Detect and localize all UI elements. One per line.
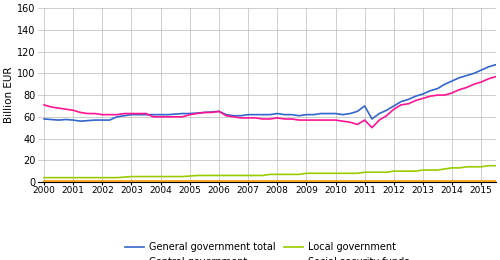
Local government [41, 176, 47, 179]
Social security funds [194, 179, 200, 183]
Line: General government total: General government total [44, 38, 500, 121]
Social security funds [267, 179, 273, 183]
Social security funds [456, 179, 462, 183]
Local government [456, 166, 462, 170]
Local government [180, 175, 186, 178]
Central government [274, 116, 280, 119]
Social security funds [180, 179, 186, 183]
Social security funds [274, 179, 280, 183]
General government total [202, 111, 207, 114]
Local government [194, 174, 200, 177]
Y-axis label: Billion EUR: Billion EUR [4, 67, 14, 123]
General government total [376, 112, 382, 115]
General government total [282, 113, 288, 116]
General government total [41, 118, 47, 121]
Central government [369, 126, 375, 129]
Central government [194, 112, 200, 115]
General government total [274, 112, 280, 115]
Legend: General government total, Central government, Local government, Social security : General government total, Central govern… [125, 243, 409, 260]
Line: Social security funds: Social security funds [44, 180, 500, 181]
Central government [464, 86, 469, 89]
Central government [180, 115, 186, 118]
General government total [464, 74, 469, 77]
Local government [274, 173, 280, 176]
Social security funds [41, 179, 47, 183]
Central government [41, 103, 47, 106]
General government total [78, 120, 84, 123]
Central government [267, 118, 273, 121]
Local government [267, 173, 273, 176]
Line: Local government: Local government [44, 161, 500, 178]
Social security funds [369, 179, 375, 183]
Local government [369, 171, 375, 174]
Central government [376, 119, 382, 122]
General government total [187, 112, 193, 115]
Line: Central government: Central government [44, 58, 500, 128]
